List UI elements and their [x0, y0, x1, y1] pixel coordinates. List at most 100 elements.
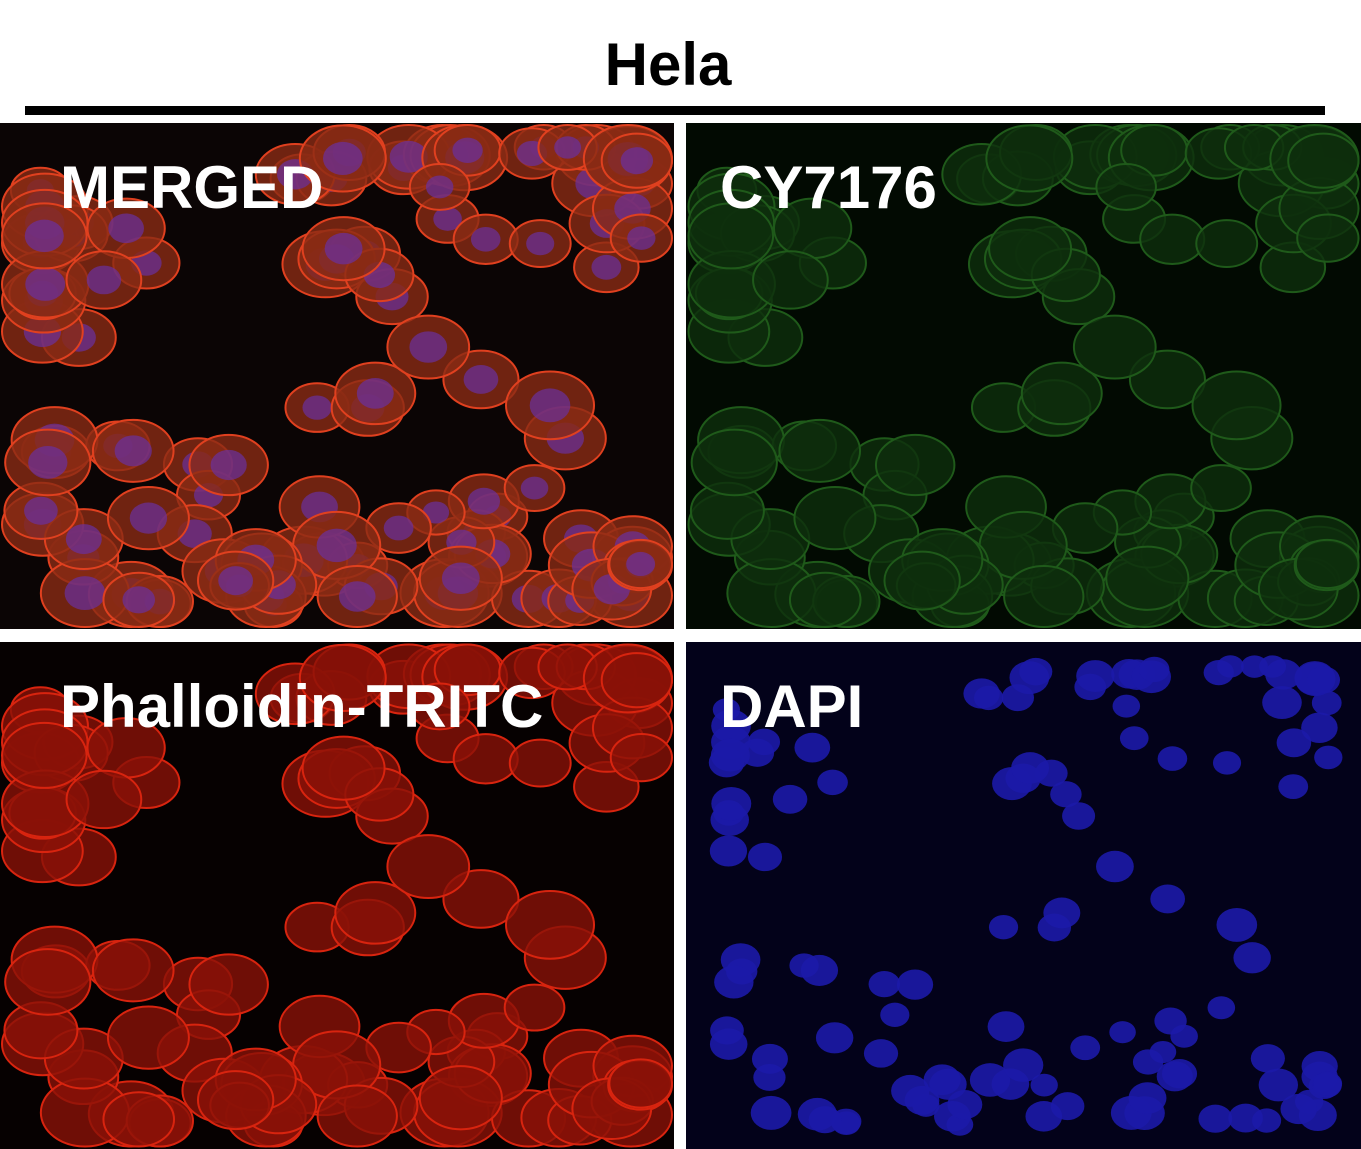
nucleus — [322, 141, 363, 175]
merged-label: MERGED — [60, 154, 324, 221]
nucleus — [28, 446, 68, 479]
nucleus — [751, 1043, 788, 1074]
nucleus — [1207, 996, 1236, 1020]
cell-body — [334, 881, 417, 945]
nucleus — [1278, 774, 1309, 800]
nucleus — [1003, 1048, 1044, 1082]
cell-body — [1003, 564, 1085, 629]
nucleus — [409, 331, 448, 363]
nucleus — [1276, 728, 1312, 758]
nucleus — [863, 1039, 899, 1068]
nucleus — [1198, 1104, 1233, 1133]
nucleus — [1132, 1049, 1164, 1075]
nucleus — [129, 502, 168, 534]
nucleus — [1216, 907, 1258, 942]
phalloidin-micrograph — [1, 643, 674, 1148]
nucleus — [470, 226, 501, 252]
cell-body — [600, 652, 673, 709]
nucleus — [626, 551, 656, 577]
nucleus — [554, 136, 582, 159]
cell-body — [102, 1091, 176, 1148]
nucleus — [969, 1063, 1011, 1097]
nucleus — [433, 206, 462, 231]
nucleus — [1030, 1073, 1058, 1097]
nucleus — [1311, 690, 1342, 716]
cell-body — [298, 643, 387, 713]
cell-body — [1072, 314, 1157, 380]
nucleus — [24, 219, 64, 253]
merged-panel: MERGED — [0, 123, 674, 629]
cell-body — [608, 1058, 673, 1109]
nucleus — [868, 971, 901, 998]
nucleus — [526, 231, 555, 256]
cell-body — [106, 1005, 190, 1070]
nucleus — [620, 147, 654, 175]
cell-body — [1020, 361, 1103, 426]
nucleus — [1119, 726, 1149, 751]
nucleus — [467, 487, 501, 515]
nucleus — [963, 678, 1000, 709]
nucleus — [711, 786, 752, 821]
cell-body — [1105, 545, 1190, 611]
nucleus — [817, 769, 848, 796]
nucleus — [896, 969, 934, 1000]
nucleus — [1212, 751, 1242, 775]
cell-body — [1195, 219, 1259, 269]
nucleus — [1128, 1082, 1167, 1114]
nucleus — [64, 576, 106, 611]
nucleus — [529, 388, 571, 423]
nucleus — [1076, 660, 1115, 692]
nucleus — [65, 524, 102, 555]
nucleus — [210, 449, 247, 481]
dapi-micrograph — [708, 655, 1343, 1136]
nucleus — [520, 476, 549, 500]
nucleus — [1280, 1093, 1317, 1125]
nucleus — [1258, 1068, 1299, 1102]
nucleus — [1096, 850, 1134, 883]
nucleus — [452, 137, 483, 163]
nucleus — [383, 515, 414, 541]
nucleus — [1252, 1108, 1282, 1133]
nucleus — [463, 365, 499, 394]
nucleus — [815, 1022, 854, 1054]
nucleus — [356, 378, 394, 409]
nucleus — [1157, 746, 1188, 771]
cell-body — [793, 485, 877, 551]
nucleus — [86, 265, 122, 295]
nucleus — [709, 835, 748, 867]
figure-title: Hela — [604, 31, 732, 98]
nucleus — [714, 965, 754, 999]
nucleus — [1070, 1035, 1101, 1061]
cell-body — [301, 735, 386, 801]
nucleus — [988, 914, 1019, 940]
nucleus — [24, 496, 58, 525]
nucleus — [108, 213, 144, 244]
nucleus — [338, 581, 376, 612]
cell-body — [988, 216, 1073, 282]
cell-body — [196, 1070, 275, 1131]
phalloidin-panel: Phalloidin-TRITC — [0, 642, 674, 1149]
nucleus — [747, 842, 783, 872]
nucleus — [1025, 1101, 1063, 1132]
cell-body — [1191, 370, 1282, 441]
nucleus — [1154, 1007, 1187, 1035]
nucleus — [1250, 1044, 1285, 1073]
nucleus — [1161, 1059, 1198, 1089]
cell-body — [418, 1065, 503, 1131]
cell-body — [408, 682, 471, 731]
nucleus — [808, 1106, 842, 1134]
nucleus — [218, 566, 254, 596]
dapi-label: DAPI — [720, 673, 864, 740]
cell-body — [503, 983, 566, 1032]
nucleus — [441, 562, 480, 595]
cell-body — [1, 721, 88, 789]
nucleus — [1240, 655, 1268, 678]
cell-body — [778, 418, 862, 483]
cy7176-micrograph — [687, 123, 1360, 629]
cell-body — [316, 1084, 398, 1148]
cell-body — [752, 250, 829, 310]
nucleus — [25, 267, 66, 301]
nucleus — [923, 1064, 961, 1096]
cell-body — [690, 428, 778, 497]
nucleus — [947, 1090, 983, 1120]
